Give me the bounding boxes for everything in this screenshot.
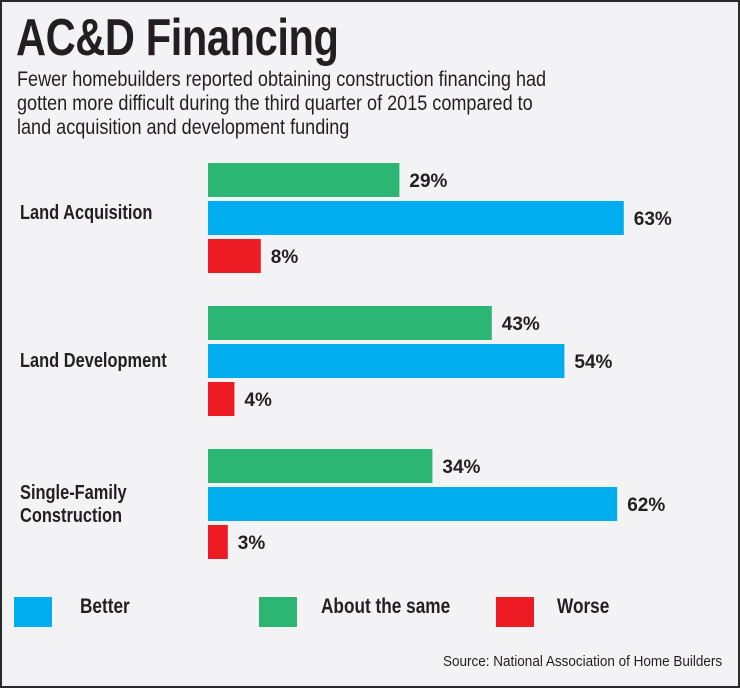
data-label: 63% [634,209,672,230]
bar-worse [208,382,235,416]
data-label: 4% [244,390,272,411]
legend-swatch-about-the-same [259,597,297,627]
data-label: 29% [409,171,447,192]
data-label: 43% [502,314,540,335]
bar-worse [208,239,261,273]
bar-about-the-same [208,306,492,340]
data-label: 34% [442,457,480,478]
data-label: 3% [238,533,266,554]
source-note: Source: National Association of Home Bui… [442,653,722,670]
category-label-single-family: Single-Family [20,482,127,504]
legend-label-about-the-same: About the same [321,595,451,618]
chart-subtitle-line: Fewer homebuilders reported obtaining co… [17,68,547,91]
bar-about-the-same [208,163,400,197]
category-label-land-development: Land Development [20,350,167,372]
legend-label-worse: Worse [557,595,610,618]
bar-better [208,487,618,521]
data-label: 54% [574,352,612,373]
legend-label-better: Better [80,595,130,618]
chart-title: AC&D Financing [16,9,339,67]
legend-swatch-worse [496,597,534,627]
data-label: 8% [271,247,299,268]
bar-better [208,344,565,378]
bar-about-the-same [208,449,433,483]
bar-worse [208,525,228,559]
data-label: 62% [627,495,665,516]
category-label-land-acquisition: Land Acquisition [20,202,153,224]
category-label-construction: Construction [20,505,123,527]
chart-subtitle-line: land acquisition and development funding [17,116,350,139]
chart-subtitle-line: gotten more difficult during the third q… [17,92,533,115]
bar-better [208,201,624,235]
legend-swatch-better [14,597,52,627]
